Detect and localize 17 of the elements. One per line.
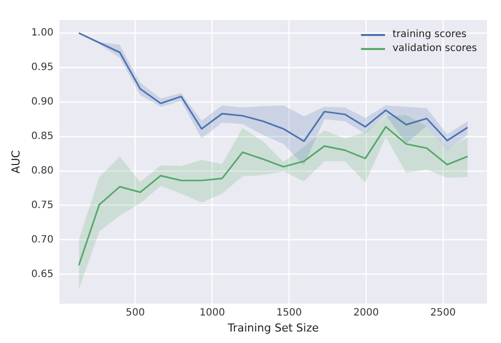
x-axis-title: Training Set Size <box>226 321 319 334</box>
y-tick-label: 0.90 <box>31 96 54 108</box>
y-tick-label: 0.80 <box>31 165 54 176</box>
x-tick-label: 2500 <box>430 307 456 318</box>
legend-label: training scores <box>392 28 466 42</box>
y-tick-label: 1.00 <box>31 28 54 39</box>
y-tick-label: 0.75 <box>31 200 54 211</box>
y-axis-title: AUC <box>9 150 22 174</box>
legend-label: validation scores <box>392 42 477 56</box>
x-tick-label: 1000 <box>200 307 225 318</box>
y-tick-label: 0.70 <box>31 234 54 246</box>
y-tick-label: 0.65 <box>31 268 54 280</box>
y-tick-label: 0.85 <box>31 131 54 142</box>
x-tick-label: 2000 <box>353 307 379 318</box>
x-tick-label: 500 <box>126 307 145 318</box>
y-tick-label: 0.95 <box>31 62 54 74</box>
x-tick-label: 1500 <box>276 307 302 318</box>
